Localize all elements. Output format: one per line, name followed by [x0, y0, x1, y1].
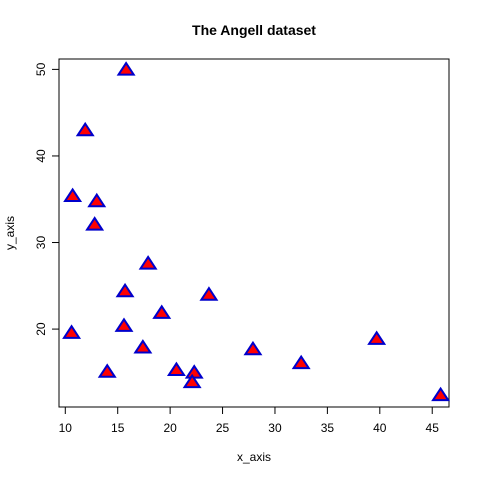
data-point — [115, 282, 135, 298]
data-point — [63, 187, 83, 203]
x-tick-label: 20 — [163, 421, 177, 435]
data-point — [243, 340, 263, 356]
data-point — [133, 339, 153, 354]
y-tick-label: 40 — [34, 149, 48, 163]
chart-title: The Angell dataset — [192, 22, 316, 38]
data-point — [116, 61, 136, 76]
data-point — [138, 255, 158, 270]
data-point — [367, 330, 387, 345]
data-point — [85, 216, 105, 231]
data-point — [291, 354, 311, 370]
data-point — [62, 324, 82, 339]
x-axis: 10 15 20 25 30 35 40 45 — [59, 406, 440, 435]
data-point — [184, 364, 204, 379]
data-point — [75, 121, 95, 137]
x-tick-label: 40 — [373, 421, 387, 435]
x-tick-label: 25 — [216, 421, 230, 435]
y-axis: 20 30 40 50 — [34, 62, 60, 336]
data-point — [87, 192, 107, 208]
x-axis-label: x_axis — [237, 450, 271, 464]
data-point — [166, 361, 186, 377]
data-point — [152, 304, 172, 319]
data-point — [431, 386, 451, 402]
y-tick-label: 20 — [34, 322, 48, 336]
x-tick-label: 35 — [321, 421, 335, 435]
x-tick-label: 15 — [111, 421, 125, 435]
data-points — [62, 61, 451, 402]
data-point — [182, 373, 202, 389]
data-point — [114, 317, 134, 332]
data-point — [199, 286, 219, 301]
data-point — [97, 363, 117, 378]
y-tick-label: 30 — [34, 236, 48, 250]
x-tick-label: 45 — [426, 421, 440, 435]
x-tick-label: 10 — [59, 421, 73, 435]
y-tick-label: 50 — [34, 62, 48, 76]
y-axis-label: y_axis — [3, 216, 17, 250]
x-tick-label: 30 — [268, 421, 282, 435]
